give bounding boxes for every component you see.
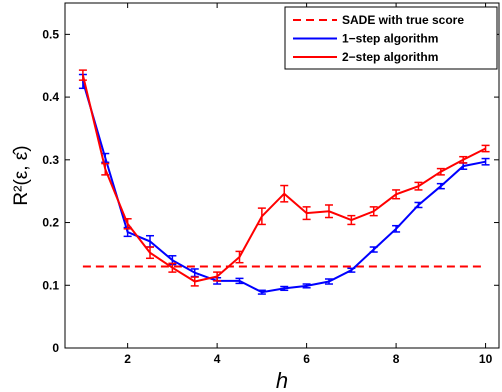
x-tick-label: 4 [214,352,221,366]
legend-item: 1−step algorithm [293,32,438,46]
error-bar [257,207,266,226]
legend-label: 1−step algorithm [342,32,438,46]
error-bar [436,182,445,190]
error-bar [436,167,445,176]
error-bar [302,283,311,289]
x-tick-label: 8 [393,352,400,366]
y-tick-label: 0.3 [42,153,59,167]
error-bar [347,214,356,226]
error-bar [101,162,110,176]
legend: SADE with true score 1−step algorithm 2−st… [284,6,498,70]
y-tick-label: 0 [52,341,59,355]
error-bar [235,250,244,264]
x-tick-label: 2 [124,352,131,366]
error-bar [414,181,423,191]
error-bar [257,289,266,295]
error-bar [481,157,490,166]
y-tick-label: 0.2 [42,216,59,230]
error-bar [123,218,132,230]
error-bar [190,276,199,287]
error-bar [369,206,378,217]
series-2 [78,73,490,295]
error-bar [459,155,468,164]
error-bar [78,69,87,81]
legend-item: SADE with true score [293,13,464,27]
error-bar [369,246,378,253]
y-tick-label: 0.1 [42,278,59,292]
error-bar [481,144,490,153]
legend-label: SADE with true score [342,13,464,27]
error-bar [280,285,289,292]
legend-item: 2−step algorithm [293,50,438,64]
error-bar [414,201,423,209]
axis-ticks: 2 4 6 8 10 0 0.1 0.2 0.3 0.4 0.5 [42,3,499,366]
error-bar [392,224,401,233]
error-bar [146,246,155,260]
error-bar [324,204,333,219]
x-axis-label: h [276,368,288,392]
axes-frame [64,2,500,349]
plot-area [78,69,490,295]
error-bar [302,206,311,221]
series-3 [78,69,490,287]
y-tick-label: 0.4 [42,90,59,104]
legend-label: 2−step algorithm [342,50,438,64]
error-bar [235,277,244,285]
y-tick-label: 0.5 [42,27,59,41]
error-bar [280,184,289,203]
error-bar [392,189,401,200]
error-bar [168,262,177,273]
error-bar [213,271,222,282]
error-bar [347,267,356,273]
error-bar [324,278,333,285]
x-tick-label: 10 [479,352,493,366]
y-axis-label: R²(ε, ε̂) [11,145,32,205]
x-tick-label: 6 [303,352,310,366]
